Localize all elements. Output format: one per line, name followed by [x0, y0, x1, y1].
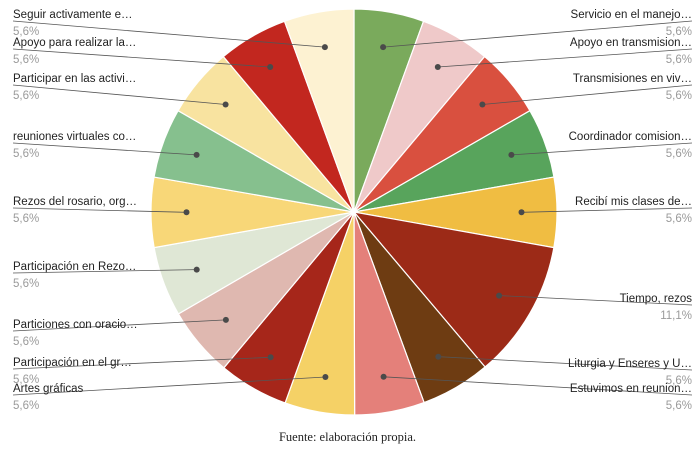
leader-line-participar-en-las-activi [12, 84, 226, 105]
leader-line-estuvimos-en-reunion [383, 376, 693, 396]
slice-label-recibi-mis-clases-de: Recibí mis clases de… [575, 196, 692, 208]
leader-dot-participacion-en-rezo [193, 266, 200, 273]
slice-percent-apoyo-para-realizar-la: 5,6% [13, 54, 39, 66]
slice-label-reuniones-virtuales-co: reuniones virtuales co… [13, 131, 136, 143]
slice-percent-seguir-activamente-e: 5,6% [13, 26, 39, 38]
leader-dot-rezos-del-rosario-org [183, 209, 190, 216]
leader-line-apoyo-en-transmision [437, 48, 693, 68]
slice-label-participacion-en-rezo: Participación en Rezo… [13, 261, 136, 273]
leader-dot-particiones-con-oracio [222, 316, 229, 323]
slice-label-rezos-del-rosario-org: Rezos del rosario, org… [13, 196, 137, 208]
slice-percent-coordinador-comision: 5,6% [666, 148, 692, 160]
slice-percent-rezos-del-rosario-org: 5,6% [13, 213, 39, 225]
slice-percent-recibi-mis-clases-de: 5,6% [666, 213, 692, 225]
pie-labels: Servicio en el manejo…5,6%Apoyo en trans… [12, 9, 693, 412]
pie-slice-tiempo-rezos [352, 211, 555, 368]
slice-percent-reuniones-virtuales-co: 5,6% [13, 148, 39, 160]
slice-percent-artes-graficas: 5,6% [13, 400, 39, 412]
leader-dot-tiempo-rezos [496, 292, 503, 299]
leader-line-particiones-con-oracio [12, 319, 226, 332]
leader-line-transmisiones-en-viv [482, 84, 693, 105]
slice-percent-participar-en-las-activi: 5,6% [13, 90, 39, 102]
leader-line-tiempo-rezos [499, 295, 693, 306]
leader-line-coordinador-comision [511, 142, 693, 156]
slice-label-coordinador-comision: Coordinador comision… [569, 131, 692, 143]
slice-percent-apoyo-en-transmision: 5,6% [666, 54, 692, 66]
slice-percent-liturgia-y-enseres-y-u: 5,6% [666, 375, 692, 387]
chart-source: Fuente: elaboración propia. [278, 430, 417, 444]
leader-line-liturgia-y-enseres-y-u [438, 356, 693, 371]
slice-label-apoyo-en-transmision: Apoyo en transmision… [570, 37, 692, 49]
leader-dot-recibi-mis-clases-de [518, 209, 525, 216]
leader-dot-coordinador-comision [508, 151, 515, 158]
slice-label-estuvimos-en-reunion: Estuvimos en reunion… [570, 383, 692, 395]
leader-line-recibi-mis-clases-de [521, 207, 693, 213]
leader-line-seguir-activamente-e [12, 20, 325, 48]
slice-label-transmisiones-en-viv: Transmisiones en viv… [573, 73, 692, 85]
leader-line-reuniones-virtuales-co [12, 142, 197, 156]
leader-line-apoyo-para-realizar-la [12, 48, 271, 68]
leader-line-servicio-en-el-manejo [383, 20, 693, 48]
slice-label-participacion-en-el-gr: Participación en el gr… [13, 357, 132, 369]
leader-dot-participacion-en-el-gr [267, 354, 274, 361]
slice-percent-particiones-con-oracio: 5,6% [13, 336, 39, 348]
leader-dot-artes-graficas [322, 374, 329, 380]
slice-label-servicio-en-el-manejo: Servicio en el manejo… [571, 9, 692, 21]
leader-dot-liturgia-y-enseres-y-u [435, 353, 442, 360]
slice-percent-estuvimos-en-reunion: 5,6% [666, 400, 692, 412]
slice-percent-servicio-en-el-manejo: 5,6% [666, 26, 692, 38]
slice-label-participar-en-las-activi: Participar en las activi… [13, 73, 136, 85]
leader-line-rezos-del-rosario-org [12, 207, 187, 213]
slice-percent-tiempo-rezos: 11,1% [660, 310, 692, 322]
leader-dot-servicio-en-el-manejo [380, 44, 387, 51]
slice-percent-participacion-en-el-gr: 5,6% [13, 374, 39, 386]
leader-line-participacion-en-el-gr [12, 356, 271, 370]
leader-dot-seguir-activamente-e [321, 44, 328, 51]
slice-label-particiones-con-oracio: Particiones con oracio… [13, 319, 138, 331]
leader-line-artes-graficas [12, 376, 326, 396]
slice-label-seguir-activamente-e: Seguir activamente e… [13, 9, 133, 21]
leader-dot-apoyo-para-realizar-la [267, 64, 274, 70]
leader-dot-apoyo-en-transmision [434, 64, 441, 70]
slice-percent-participacion-en-rezo: 5,6% [13, 278, 39, 290]
slice-label-artes-graficas: Artes gráficas [13, 383, 84, 395]
leader-dot-estuvimos-en-reunion [380, 373, 387, 380]
pie-chart: Servicio en el manejo…5,6%Apoyo en trans… [12, 8, 693, 416]
leader-line-participacion-en-rezo [12, 269, 197, 274]
leader-dot-reuniones-virtuales-co [193, 151, 200, 158]
slice-percent-transmisiones-en-viv: 5,6% [666, 90, 692, 102]
slice-label-liturgia-y-enseres-y-u: Liturgia y Enseres y U… [568, 358, 692, 370]
slice-label-apoyo-para-realizar-la: Apoyo para realizar la… [13, 37, 136, 49]
leader-dot-participar-en-las-activi [222, 101, 229, 108]
pie-slices [150, 8, 558, 416]
slice-label-tiempo-rezos: Tiempo, rezos [620, 293, 693, 305]
pie-slice-seguir-activamente-e [283, 8, 355, 213]
leader-dot-transmisiones-en-viv [479, 101, 486, 108]
